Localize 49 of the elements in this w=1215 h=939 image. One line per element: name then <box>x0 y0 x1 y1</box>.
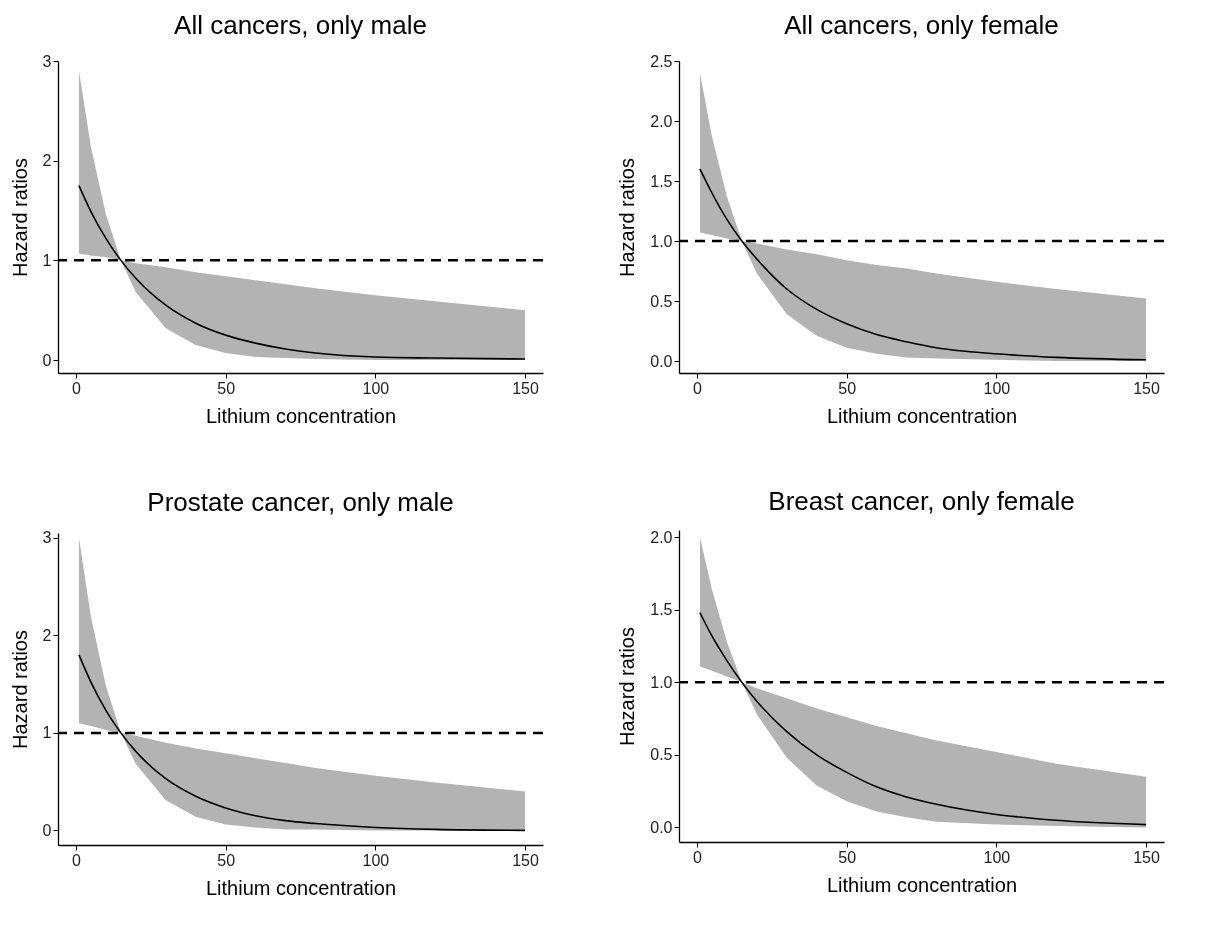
x-tick-label: 100 <box>362 851 390 869</box>
x-tick-label: 100 <box>983 848 1011 866</box>
y-tick-label: 0.5 <box>650 292 673 310</box>
line-series <box>78 654 526 832</box>
y-tick-label: 3 <box>42 52 52 70</box>
y-tick-label: 0.5 <box>650 746 673 764</box>
y-tick-label: 2.5 <box>650 52 673 70</box>
line-series <box>699 168 1147 361</box>
chart-title: All cancers, only male <box>174 10 427 40</box>
y-tick-label: 2.0 <box>650 112 673 130</box>
y-tick-label: 2 <box>42 152 52 170</box>
chart-title: Prostate cancer, only male <box>147 486 454 517</box>
x-tick-label: 100 <box>983 379 1011 397</box>
x-tick-label: 0 <box>693 848 703 866</box>
x-axis-title: Lithium concentration <box>826 404 1018 427</box>
x-tick-label: 50 <box>838 379 857 397</box>
x-tick-label: 100 <box>362 379 390 397</box>
x-tick-label: 150 <box>512 379 539 397</box>
y-tick-label: 2.0 <box>650 528 673 546</box>
y-tick-label: 1 <box>42 251 52 269</box>
x-tick-label: 50 <box>217 851 236 869</box>
y-tick-label: 0.0 <box>650 818 673 836</box>
y-tick-label: 1.0 <box>650 673 673 691</box>
x-axis-title: Lithium concentration <box>205 404 397 427</box>
y-tick-label: 2 <box>42 626 52 644</box>
y-tick-label: 0 <box>42 821 52 839</box>
x-tick-label: 0 <box>72 379 82 397</box>
x-tick-label: 0 <box>693 379 703 397</box>
y-tick-label: 1.5 <box>650 601 673 619</box>
y-tick-label: 3 <box>42 529 52 547</box>
chart-title: All cancers, only female <box>784 10 1059 40</box>
y-tick-label: 0.0 <box>650 352 673 370</box>
y-tick-label: 1.0 <box>650 232 673 250</box>
y-axis-title: Hazard ratios <box>8 158 31 277</box>
x-tick-label: 150 <box>1133 848 1160 866</box>
x-tick-label: 150 <box>1133 379 1160 397</box>
x-tick-label: 50 <box>838 848 857 866</box>
x-axis-title: Lithium concentration <box>205 876 397 899</box>
y-axis-title: Hazard ratios <box>616 627 639 746</box>
x-tick-label: 50 <box>217 379 236 397</box>
y-tick-label: 1.5 <box>650 172 673 190</box>
chart-title: Breast cancer, only female <box>768 486 1075 517</box>
y-axis-title: Hazard ratios <box>8 630 31 749</box>
x-tick-label: 150 <box>512 851 539 869</box>
x-axis-title: Lithium concentration <box>826 873 1018 896</box>
x-tick-label: 0 <box>72 851 82 869</box>
y-tick-label: 0 <box>42 351 52 369</box>
y-tick-label: 1 <box>42 724 52 742</box>
y-axis-title: Hazard ratios <box>616 158 639 277</box>
